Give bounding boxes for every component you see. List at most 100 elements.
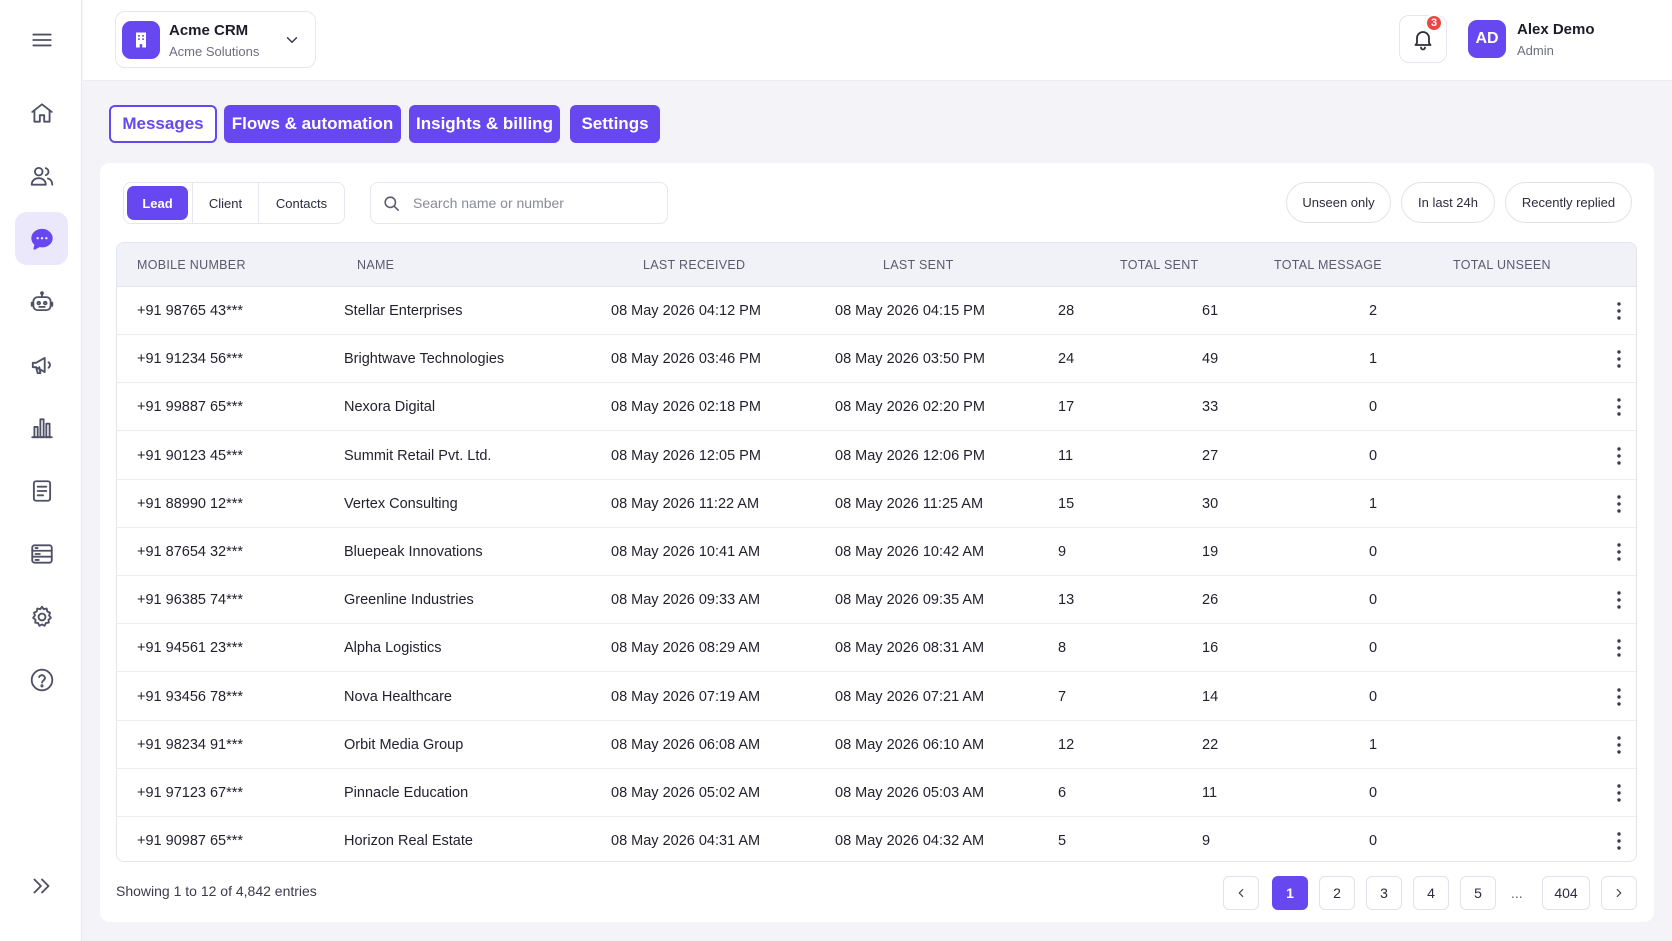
avatar[interactable]: AD	[1468, 20, 1506, 58]
cell-total-message: 19	[1202, 544, 1219, 560]
sidebar-item-templates[interactable]	[15, 527, 68, 580]
cell-total-unseen: 2	[1369, 303, 1378, 319]
sidebar	[0, 0, 82, 941]
cell-total-message: 49	[1202, 351, 1219, 368]
cell-name: Brightwave Technologies	[344, 351, 505, 368]
sidebar-expand-button[interactable]	[15, 859, 68, 912]
segment-client[interactable]: Client	[208, 195, 243, 211]
table-row[interactable]: +91 96385 74*** Greenline Industries 08 Ma…	[117, 576, 1636, 625]
sidebar-item-settings[interactable]	[15, 590, 68, 643]
cell-total-sent: 17	[1058, 399, 1075, 416]
template-icon	[30, 543, 53, 564]
bot-icon	[30, 290, 53, 311]
tab-messages[interactable]: Messages	[109, 105, 217, 143]
cell-name: Alpha Logistics	[344, 640, 442, 657]
cell-mobile: +91 93456 78***	[137, 688, 244, 705]
document-icon	[32, 479, 51, 502]
table-row[interactable]: +91 87654 32*** Bluepeak Innovations 08 Ma…	[117, 528, 1636, 576]
pagination-page-4[interactable]: 4	[1413, 876, 1449, 910]
filter-in-last-24h[interactable]: In last 24h	[1401, 182, 1495, 223]
row-actions-kebab-icon[interactable]	[1607, 299, 1631, 323]
pagination-page-2[interactable]: 2	[1319, 876, 1355, 910]
cell-total-unseen: 0	[1369, 399, 1378, 416]
gear-icon	[31, 605, 52, 627]
search-input[interactable]	[413, 183, 661, 223]
tab-settings[interactable]: Settings	[570, 105, 660, 143]
filter-unseen-only[interactable]: Unseen only	[1286, 182, 1391, 223]
pagination-page-5[interactable]: 5	[1460, 876, 1496, 910]
row-actions-kebab-icon[interactable]	[1607, 395, 1631, 419]
table-row[interactable]: +91 97123 67*** Pinnacle Education 08 May …	[117, 769, 1636, 817]
sidebar-item-help[interactable]	[15, 653, 68, 706]
building-icon	[136, 32, 146, 48]
column-header-total-unseen: TOTAL UNSEEN	[1453, 258, 1551, 272]
table-row[interactable]: +91 91234 56*** Brightwave Technologies 08…	[117, 335, 1636, 384]
cell-mobile: +91 98234 91***	[137, 736, 244, 753]
sidebar-item-contacts[interactable]	[15, 149, 68, 202]
tab-insights-billing[interactable]: Insights & billing	[409, 105, 560, 143]
column-header-last-received: LAST RECEIVED	[643, 258, 746, 272]
table-row[interactable]: +91 98765 43*** Stellar Enterprises 08 May…	[117, 287, 1636, 335]
sidebar-item-documents[interactable]	[15, 464, 68, 517]
users-icon	[30, 166, 53, 186]
menu-icon	[31, 33, 52, 46]
pagination-page-3[interactable]: 3	[1366, 876, 1402, 910]
cell-name: Orbit Media Group	[344, 736, 464, 753]
cell-total-sent: 24	[1058, 351, 1075, 368]
cell-total-unseen: 0	[1369, 833, 1378, 850]
row-actions-kebab-icon[interactable]	[1607, 444, 1631, 468]
pagination-next-button[interactable]	[1601, 876, 1637, 910]
tab-flows-automation[interactable]: Flows & automation	[224, 105, 401, 143]
row-actions-kebab-icon[interactable]	[1607, 733, 1631, 757]
help-icon	[30, 668, 53, 691]
cell-total-message: 27	[1202, 447, 1219, 464]
filter-recently-replied[interactable]: Recently replied	[1505, 182, 1632, 223]
table-row[interactable]: +91 90123 45*** Summit Retail Pvt. Ltd. 08…	[117, 431, 1636, 480]
row-actions-kebab-icon[interactable]	[1607, 347, 1631, 371]
pagination-prev-button[interactable]	[1223, 876, 1259, 910]
table-row[interactable]: +91 90987 65*** Horizon Real Estate 08 May…	[117, 817, 1636, 861]
chevron-left-icon	[1238, 888, 1244, 898]
column-header-total-message: TOTAL MESSAGE	[1274, 258, 1382, 272]
segment-contacts[interactable]: Contacts	[275, 195, 328, 211]
cell-total-unseen: 1	[1369, 736, 1378, 753]
table-row[interactable]: +91 98234 91*** Orbit Media Group 08 May 2…	[117, 720, 1636, 769]
cell-name: Nexora Digital	[344, 399, 436, 416]
row-actions-kebab-icon[interactable]	[1607, 781, 1631, 805]
cell-total-sent: 6	[1058, 785, 1067, 801]
megaphone-icon	[31, 356, 51, 374]
row-actions-kebab-icon[interactable]	[1607, 588, 1631, 612]
column-header-name: NAME	[357, 258, 395, 272]
cell-total-unseen: 0	[1369, 640, 1378, 657]
cell-total-unseen: 0	[1369, 544, 1378, 560]
table-row[interactable]: +91 99887 65*** Nexora Digital 08 May 2026…	[117, 383, 1636, 432]
table-row[interactable]: +91 93456 78*** Nova Healthcare 08 May 202…	[117, 672, 1636, 721]
messages-table: MOBILE NUMBER NAME LAST RECEIVED LAST SE…	[116, 242, 1637, 862]
cell-mobile: +91 97123 67***	[137, 785, 244, 801]
table-row[interactable]: +91 88990 12*** Vertex Consulting 08 May 2…	[117, 479, 1636, 528]
sidebar-item-home[interactable]	[15, 86, 68, 139]
cell-name: Vertex Consulting	[344, 495, 458, 512]
cell-total-unseen: 0	[1369, 592, 1378, 609]
row-actions-kebab-icon[interactable]	[1607, 636, 1631, 660]
cell-last-sent: 08 May 2026 04:32 AM	[835, 833, 985, 850]
sidebar-item-messages[interactable]	[15, 212, 68, 265]
notifications-button[interactable]: 3	[1399, 14, 1447, 63]
pagination-page-last[interactable]: 404	[1542, 876, 1590, 910]
row-actions-kebab-icon[interactable]	[1607, 685, 1631, 709]
segment-lead[interactable]: Lead	[127, 186, 188, 220]
row-actions-kebab-icon[interactable]	[1607, 829, 1631, 853]
org-switcher[interactable]: Acme CRM Acme Solutions	[115, 11, 316, 68]
menu-button[interactable]	[15, 13, 68, 66]
sidebar-item-analytics[interactable]	[15, 401, 68, 454]
row-actions-kebab-icon[interactable]	[1607, 492, 1631, 516]
table-row[interactable]: +91 94561 23*** Alpha Logistics 08 May 202…	[117, 624, 1636, 673]
row-actions-kebab-icon[interactable]	[1607, 540, 1631, 564]
user-name[interactable]: Alex Demo	[1517, 21, 1595, 38]
sidebar-item-campaigns[interactable]	[15, 338, 68, 391]
cell-total-message: 33	[1202, 399, 1219, 416]
sidebar-item-bots[interactable]	[15, 275, 68, 328]
pagination-page-1[interactable]: 1	[1272, 876, 1308, 910]
cell-total-sent: 5	[1058, 833, 1067, 850]
cell-total-sent: 11	[1058, 447, 1074, 464]
